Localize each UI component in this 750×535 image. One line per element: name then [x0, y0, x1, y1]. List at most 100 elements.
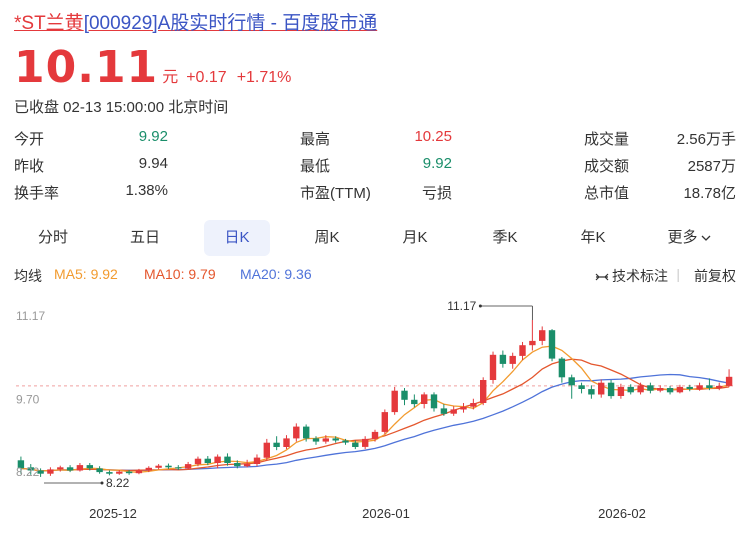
- candle-body: [598, 382, 605, 395]
- stat-value: 9.94: [138, 155, 168, 172]
- forward-adjust-button[interactable]: 前复权: [694, 268, 736, 284]
- chart-labels: 11.17 9.70 8.22 11.17 8.22 2025-12 2026-01 2026…: [16, 299, 646, 521]
- candle-body: [57, 467, 64, 470]
- candle-body: [263, 442, 270, 458]
- stat-label: 成交量: [584, 131, 630, 148]
- tab-daily-k[interactable]: 日K: [204, 220, 270, 256]
- candle-body: [125, 471, 133, 474]
- max-annotation-label: 11.17: [447, 299, 476, 313]
- candle-body: [706, 385, 713, 388]
- stock-name: *ST兰黄: [14, 13, 84, 34]
- candle-body: [391, 390, 398, 413]
- candle-body: [135, 470, 143, 474]
- candle-body: [76, 465, 84, 471]
- stat-value: 18.78亿: [683, 185, 736, 202]
- price-unit: 元: [162, 69, 179, 86]
- candle-body: [253, 457, 261, 464]
- stat-label: 昨收: [14, 158, 45, 175]
- stat-value: 9.92: [138, 128, 168, 145]
- candle-body: [607, 382, 615, 397]
- price-change-percent: +1.71%: [236, 69, 292, 86]
- candle-body: [666, 388, 674, 393]
- chevron-down-icon: [701, 235, 710, 241]
- ma-lines: [20, 345, 730, 473]
- candle-body: [627, 386, 634, 393]
- candle-body: [106, 472, 113, 474]
- candle-body: [116, 471, 123, 474]
- candle-body: [293, 426, 300, 439]
- tab-weekly-k[interactable]: 周K: [314, 229, 340, 246]
- stat-label: 换手率: [14, 185, 60, 202]
- kline-chart[interactable]: 11.17 9.70 8.22 11.17 8.22 2025-12 2026-01 2026…: [0, 290, 750, 535]
- candle-body: [362, 438, 369, 447]
- ma-legend-title: 均线: [14, 268, 42, 284]
- candle-body: [37, 470, 44, 474]
- chart-legend: 均线 MA5: 9.92 MA10: 9.79 MA20: 9.36 技术标注 …: [14, 266, 736, 286]
- y-axis-label-max: 11.17: [16, 309, 45, 323]
- tab-five-day[interactable]: 五日: [129, 229, 160, 246]
- tab-yearly-k[interactable]: 年K: [580, 229, 606, 246]
- candle-body: [401, 390, 408, 400]
- candle-body: [165, 465, 172, 468]
- x-axis-label: 2026-02: [598, 506, 646, 521]
- candle-body: [322, 438, 329, 442]
- candle-body: [66, 467, 74, 471]
- candle-body: [548, 330, 556, 359]
- candle-body: [352, 442, 359, 447]
- candle-body: [637, 385, 644, 393]
- candle-body: [243, 464, 251, 467]
- stat-label: 总市值: [584, 185, 630, 202]
- candle-body: [283, 438, 290, 447]
- chart-period-tabs: 分时 五日 日K 周K 月K 季K 年K 更多: [14, 220, 736, 256]
- stats-row: 今开 9.92 最高 10.25 成交量 2.56万手: [14, 128, 736, 155]
- tab-intraday[interactable]: 分时: [37, 229, 68, 246]
- technical-annotation-button[interactable]: 技术标注: [595, 266, 668, 286]
- candle-body: [509, 355, 516, 364]
- stat-label: 今开: [14, 131, 45, 148]
- candle-body: [460, 406, 467, 410]
- stat-label: 市盈(TTM): [300, 185, 371, 202]
- candle-body: [647, 385, 654, 391]
- stat-label: 成交额: [584, 158, 630, 175]
- candle-body: [411, 399, 418, 405]
- candle-body: [184, 464, 192, 469]
- annotation-tool-icon: [595, 273, 609, 281]
- y-axis-label-mid: 9.70: [16, 393, 40, 407]
- candle-body: [499, 354, 507, 364]
- y-axis-label-min: 8.22: [16, 465, 40, 479]
- tab-monthly-k[interactable]: 月K: [402, 229, 428, 246]
- candle-body: [480, 380, 487, 403]
- stat-value: 10.25: [414, 128, 452, 145]
- stat-value: 亏损: [421, 185, 452, 202]
- stock-code-title: [000929]A股实时行情 - 百度股市通: [83, 13, 378, 34]
- candle-body: [676, 386, 684, 393]
- stat-value: 2587万: [687, 158, 736, 175]
- stats-row: 昨收 9.94 最低 9.92 成交额 2587万: [14, 155, 736, 182]
- candle-body: [381, 412, 388, 432]
- stat-value: 1.38%: [125, 182, 168, 199]
- ma5-legend: MA5: 9.92: [54, 266, 118, 282]
- candle-body: [224, 456, 231, 463]
- page-title[interactable]: *ST兰黄[000929]A股实时行情 - 百度股市通: [14, 8, 377, 35]
- candle-body: [47, 469, 54, 474]
- candle-body: [312, 438, 320, 442]
- candle-body: [371, 431, 379, 439]
- candle-body: [657, 388, 664, 391]
- stat-label: 最高: [300, 131, 331, 148]
- quote-summary: 10.11 元 +0.17 +1.71%: [14, 42, 292, 93]
- candle-body: [440, 408, 448, 414]
- candle-body: [725, 376, 733, 386]
- ma10-line: [20, 358, 730, 472]
- candle-body: [529, 340, 536, 346]
- tab-quarterly-k[interactable]: 季K: [492, 229, 518, 246]
- candle-body: [96, 468, 103, 473]
- tab-more[interactable]: 更多: [654, 220, 724, 256]
- candle-body: [578, 385, 585, 389]
- candle-body: [155, 465, 162, 468]
- candle-body: [686, 386, 693, 389]
- candle-body: [696, 385, 703, 389]
- candle-body: [145, 467, 152, 471]
- candle-body: [27, 467, 34, 471]
- candle-body: [303, 426, 310, 439]
- candle-body: [568, 377, 575, 386]
